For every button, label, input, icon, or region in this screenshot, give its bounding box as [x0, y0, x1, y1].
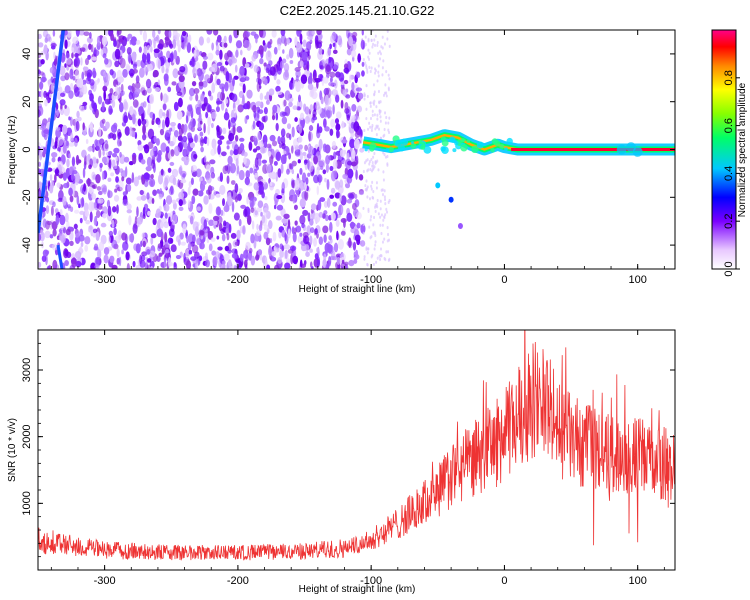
snr-series-line	[38, 330, 675, 561]
colorbar: 0.0 0.2 0.4 0.6 0.8 Normalized spectral ampl…	[711, 29, 748, 277]
snr-panel: -300 -200 -100 0 100 1000 2000 3000 Height of …	[7, 329, 676, 595]
y-tick-label: 2000	[21, 424, 33, 448]
spectrogram-heatmap	[38, 30, 675, 269]
x-tick-label: -100	[360, 575, 382, 587]
x-tick-label: -200	[227, 274, 249, 286]
snr-y-axis-label: SNR (10 * v/v)	[7, 418, 18, 482]
x-tick-label: 0	[501, 575, 507, 587]
colorbar-gradient	[711, 29, 737, 270]
y-tick-label: 0	[21, 146, 33, 152]
colorbar-tick-label: 0.4	[723, 166, 735, 181]
diagonal-streak	[38, 30, 66, 234]
y-tick-label: -20	[21, 189, 33, 205]
x-tick-label: -200	[227, 575, 249, 587]
spectrogram-x-ticks: -300 -200 -100 0 100	[50, 30, 665, 286]
colorbar-tick-label: 0.8	[723, 70, 735, 85]
colorbar-tick-label: 0.2	[723, 214, 735, 229]
x-tick-label: 100	[629, 274, 647, 286]
x-tick-label: 0	[501, 274, 507, 286]
chart-title: C2E2.2025.145.21.10.G22	[280, 3, 435, 18]
colorbar-ticks: 0.0 0.2 0.4 0.6 0.8	[723, 70, 740, 277]
snr-x-ticks: -300 -200 -100 0 100	[50, 330, 665, 587]
spectrogram-y-axis-label: Frequency (Hz)	[7, 116, 18, 185]
snr-x-axis-label: Height of straight line (km)	[299, 584, 416, 595]
colorbar-label: Normalized spectral amplitude	[737, 82, 748, 217]
y-tick-label: 40	[21, 48, 33, 60]
x-tick-label: 100	[629, 575, 647, 587]
x-tick-label: -100	[360, 274, 382, 286]
colorbar-tick-label: 0.6	[723, 118, 735, 133]
x-tick-label: -300	[94, 575, 116, 587]
x-tick-label: -300	[94, 274, 116, 286]
y-tick-label: 1000	[21, 491, 33, 515]
spectrogram-x-axis-label: Height of straight line (km)	[299, 284, 416, 295]
y-tick-label: 3000	[21, 358, 33, 382]
colorbar-tick-label: 0.0	[723, 261, 735, 276]
snr-y-ticks: 1000 2000 3000	[21, 329, 675, 558]
spectrogram-y-ticks: -40 -20 0 20 40	[21, 29, 675, 270]
y-tick-label: -40	[21, 237, 33, 253]
y-tick-label: 20	[21, 96, 33, 108]
